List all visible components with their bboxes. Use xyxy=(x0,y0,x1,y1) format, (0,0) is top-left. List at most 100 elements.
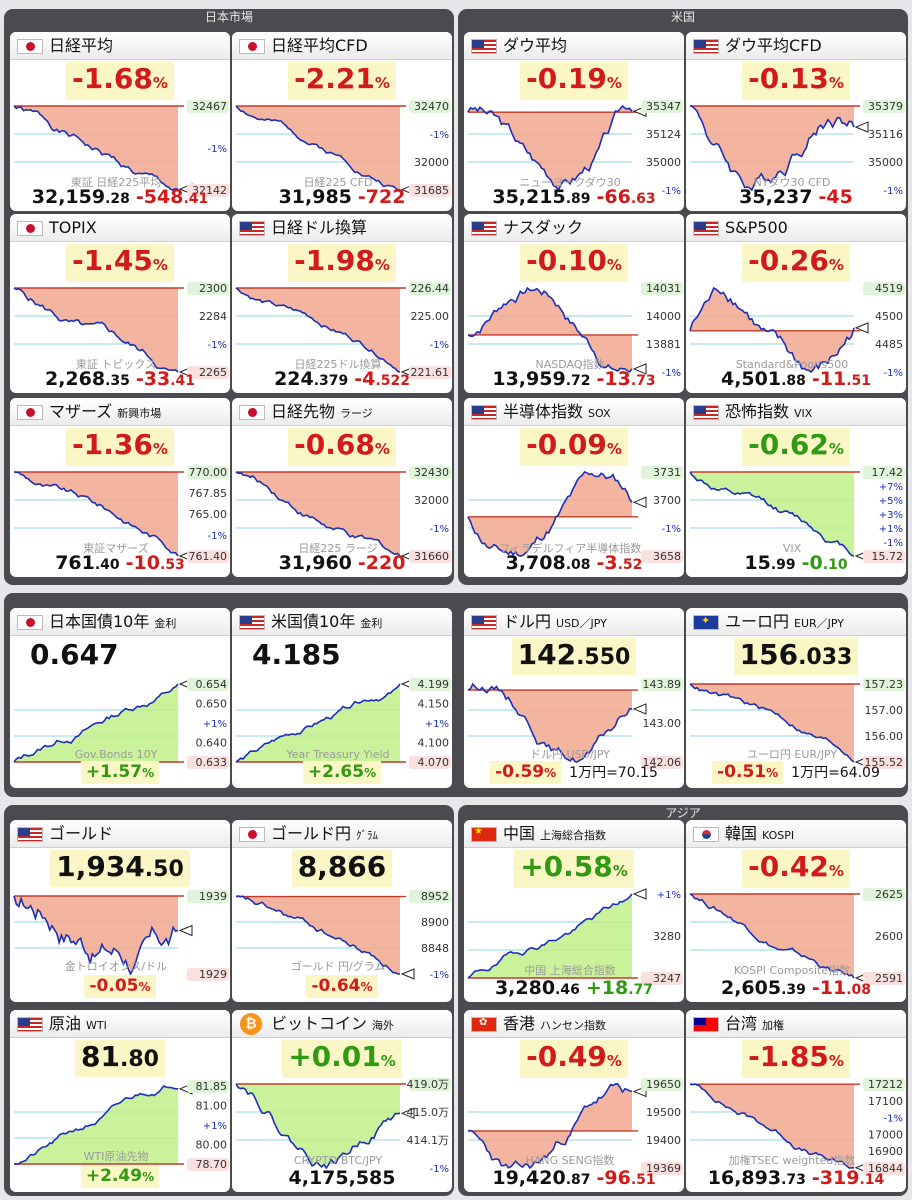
card-sox[interactable]: 半導体指数 SOX -0.09% フィラデルフィア半導体指数 3731 3700 -1% 36… xyxy=(464,398,684,577)
price-chart: 日経225 CFD 32470 -1% 32000 31685 xyxy=(235,100,451,197)
axis-label-bg xyxy=(409,1078,451,1091)
card-title-text: 原油 xyxy=(49,1014,82,1033)
axis-label: 1929 xyxy=(199,968,227,981)
card-header: ユーロ円 EUR／JPY xyxy=(686,608,906,636)
card-subtitle: 海外 xyxy=(372,1019,395,1032)
axis-label-bg xyxy=(641,466,683,479)
flag-icon-us xyxy=(471,221,497,236)
price-dec: .73 xyxy=(781,1172,806,1188)
card-vix[interactable]: 恐怖指数 VIX -0.62% VIX 17.42 +7% +5% +3% +1% -1% 15.7… xyxy=(686,398,906,577)
change-percent-pill: +2.65% xyxy=(302,761,382,784)
axis-label: 32467 xyxy=(192,100,227,113)
card-title-text: 日経先物 xyxy=(271,402,336,421)
axis-label: 81.85 xyxy=(196,1080,228,1093)
card-nikkei-usd[interactable]: 日経ドル換算 -1.98% 日経225ドル換算 226.44 225.00 -1% 221.… xyxy=(232,214,452,393)
axis-label: 32142 xyxy=(192,184,227,197)
price-change: -33.41 xyxy=(136,368,195,390)
card-taiwan[interactable]: 台湾 加権 -1.85% 加権TSEC weighted指数 17212 17100 -1%… xyxy=(686,1010,906,1192)
change-percent: -1.45% xyxy=(10,244,230,282)
price-line xyxy=(467,893,633,979)
card-title: 日経平均 xyxy=(49,35,113,57)
change-percent-value: +0.58 xyxy=(520,850,613,883)
card-subtitle: 上海総合指数 xyxy=(540,829,607,842)
axis-label: 17100 xyxy=(868,1095,903,1108)
axis-label: 35124 xyxy=(646,128,681,141)
price-int: 31,985 xyxy=(278,186,352,208)
value-int: 81 xyxy=(81,1040,120,1073)
card-title: ダウ平均 xyxy=(503,35,567,57)
change-percent-value: -1.45 xyxy=(72,244,153,277)
value-dec: .50 xyxy=(144,857,184,882)
chart-watermark: NYダウ30 CFD xyxy=(754,175,831,189)
axis-label: 19369 xyxy=(646,1162,681,1175)
change-area xyxy=(690,684,854,762)
price-summary: 35,237 -45 xyxy=(686,186,906,208)
card-title-text: ダウ平均 xyxy=(503,36,568,55)
card-nasdaq[interactable]: ナスダック -0.10% NASDAQ指数 14031 14000 13881 -1% 13,… xyxy=(464,214,684,393)
axis-label: 35347 xyxy=(646,100,681,113)
price-value: 4,175,585 xyxy=(288,1167,396,1189)
axis-label-bg xyxy=(863,100,905,113)
price-line xyxy=(235,471,401,557)
percent-sign: % xyxy=(152,74,168,92)
card-gold[interactable]: ゴールド 1,934.50 金トロイオンス/ドル 1939 1929 -0.05% xyxy=(10,820,230,1002)
price-line xyxy=(689,286,855,374)
card-sp500[interactable]: S&P500 -0.26% Standard&Poor's500 4519 4500 44… xyxy=(686,214,906,393)
card-mothers[interactable]: マザーズ 新興市場 -1.36% 東証マザーズ 770.00 767.85 765.00 -1… xyxy=(10,398,230,577)
card-nikkei-fut[interactable]: 日経先物 ラージ -0.68% 日経225 ラージ 32430 32000 -1% 31660… xyxy=(232,398,452,577)
change-percent-pill: -0.64% xyxy=(306,975,378,998)
axis-label: 16900 xyxy=(868,1145,903,1158)
price-line xyxy=(13,287,179,373)
price-line xyxy=(235,105,401,191)
card-title-text: ゴールド xyxy=(49,824,114,843)
card-header: S&P500 xyxy=(686,214,906,242)
card-title: 中国 上海総合指数 xyxy=(503,823,606,847)
percent-sign: % xyxy=(828,1052,844,1070)
change-percent-pill: -0.59% xyxy=(490,761,562,784)
change-area xyxy=(468,288,632,372)
axis-label-bg xyxy=(409,184,451,197)
change-int: -10 xyxy=(125,552,160,574)
current-value-pill: 81.80 xyxy=(75,1040,165,1077)
price-int: 2,268 xyxy=(44,368,106,390)
flag-icon-us xyxy=(17,1017,43,1032)
card-oil[interactable]: 原油 WTI 81.80 WTI原油先物 81.85 81.00 +1% 80.00 78.70… xyxy=(10,1010,230,1192)
axis-label-bg xyxy=(641,100,683,113)
card-dow[interactable]: ダウ平均 -0.19% ニューヨークダウ30 35347 35124 35000 -1% 35… xyxy=(464,32,684,211)
card-nikkei-cfd[interactable]: 日経平均CFD -2.21% 日経225 CFD 32470 -1% 32000 31685… xyxy=(232,32,452,211)
flag-icon-eu xyxy=(693,615,719,630)
card-jgb[interactable]: 日本国債10年 金利 0.647 Gov.Bonds 10Y 0.654 0.650 +1%… xyxy=(10,608,230,788)
percent-sign: % xyxy=(380,1052,396,1070)
card-title-text: ナスダック xyxy=(503,218,584,237)
change-int: -66 xyxy=(596,186,631,208)
card-bitcoin[interactable]: ₿ ビットコイン 海外 +0.01% CRYPTO BTC/JPY 419.0万 415.0… xyxy=(232,1010,452,1192)
card-nikkei[interactable]: 日経平均 -1.68% 東証 日経225平均 32467 -1% 32142 32,159.… xyxy=(10,32,230,211)
flag-icon-us xyxy=(471,615,497,630)
card-eurjpy[interactable]: ユーロ円 EUR／JPY 156.033 ユーロ円 EUR/JPY 157.23 157.… xyxy=(686,608,906,788)
chart-watermark: HANG SENG指数 xyxy=(526,1153,615,1167)
card-topix[interactable]: TOPIX -1.45% 東証 トピックス 2300 2284 -1% 2265 2,268.… xyxy=(10,214,230,393)
price-line xyxy=(689,471,855,557)
chart-watermark: 中国 上海総合指数 xyxy=(524,963,616,977)
axis-label: -1% xyxy=(884,368,903,379)
card-subtitle: 加権 xyxy=(762,1019,785,1032)
card-gold-jpy[interactable]: ゴールド円 ｸﾞﾗﾑ 8,866 ゴールド 円/グラム 8952 8900 8848 -1% -… xyxy=(232,820,452,1002)
card-ust[interactable]: 米国債10年 金利 4.185 Year Treasury Yield 4.199 4.1… xyxy=(232,608,452,788)
change-int: -220 xyxy=(357,552,406,574)
change-percent-value: -0.51 xyxy=(717,762,767,782)
card-usdjpy[interactable]: ドル円 USD／JPY 142.550 ドル円 USD/JPY 143.89 143.00… xyxy=(464,608,684,788)
chart-watermark: フィラデルフィア半導体指数 xyxy=(499,541,642,555)
price-summary: 19,420.87 -96.51 xyxy=(464,1167,684,1189)
card-title: 韓国 KOSPI xyxy=(725,823,794,847)
axis-label: 31685 xyxy=(414,184,449,197)
value-int: 8,866 xyxy=(297,850,387,883)
price-value: 3,708.08 xyxy=(506,552,591,574)
card-dow-cfd[interactable]: ダウ平均CFD -0.13% NYダウ30 CFD 35379 35116 35000 -1… xyxy=(686,32,906,211)
card-title-text: 日経ドル換算 xyxy=(271,218,368,237)
card-kospi[interactable]: 韓国 KOSPI -0.42% KOSPI Composite指数 2625 2600 25… xyxy=(686,820,906,1002)
value-dec: .033 xyxy=(798,645,853,670)
price-int: 31,960 xyxy=(278,552,352,574)
card-title: 日経平均CFD xyxy=(271,35,368,57)
